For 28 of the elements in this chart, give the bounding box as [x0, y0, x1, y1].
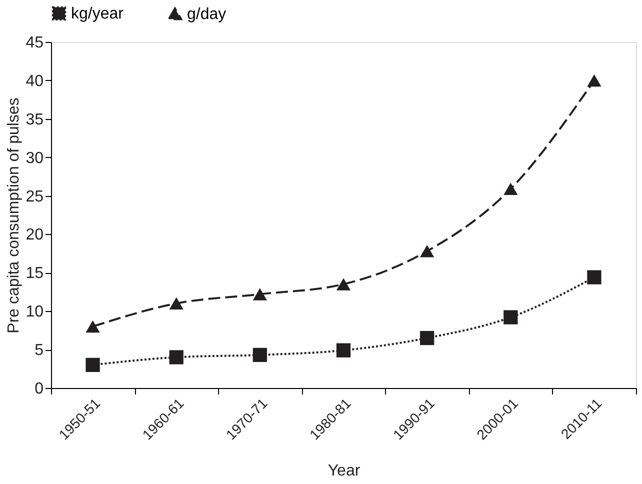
point	[587, 74, 602, 87]
y-tick-label: 35	[26, 111, 44, 128]
point	[86, 320, 100, 333]
point	[420, 330, 434, 346]
y-tick-label: 45	[26, 34, 44, 52]
legend-label: g/day	[187, 6, 226, 23]
y-axis-title: Pre capita consumption of pulses	[6, 98, 23, 334]
point	[169, 350, 184, 364]
y-tick-label: 30	[26, 150, 44, 167]
x-axis-title: Year	[328, 462, 361, 480]
point	[169, 297, 184, 310]
point	[587, 270, 602, 284]
point	[86, 358, 100, 372]
y-tick-label: 0	[34, 380, 44, 398]
point	[336, 343, 351, 358]
point	[252, 348, 267, 362]
y-tick-label: 5	[34, 342, 44, 360]
legend-label: kg/year	[71, 5, 124, 22]
y-tick-label: 10	[26, 304, 44, 321]
point	[504, 182, 518, 195]
point	[252, 288, 267, 300]
y-tick-label: 15	[26, 265, 44, 282]
y-tick-label: 20	[26, 226, 44, 244]
point	[336, 278, 351, 290]
y-tick-label: 25	[26, 188, 44, 206]
point	[504, 310, 518, 324]
y-tick-label: 40	[26, 72, 44, 90]
point	[420, 245, 434, 258]
